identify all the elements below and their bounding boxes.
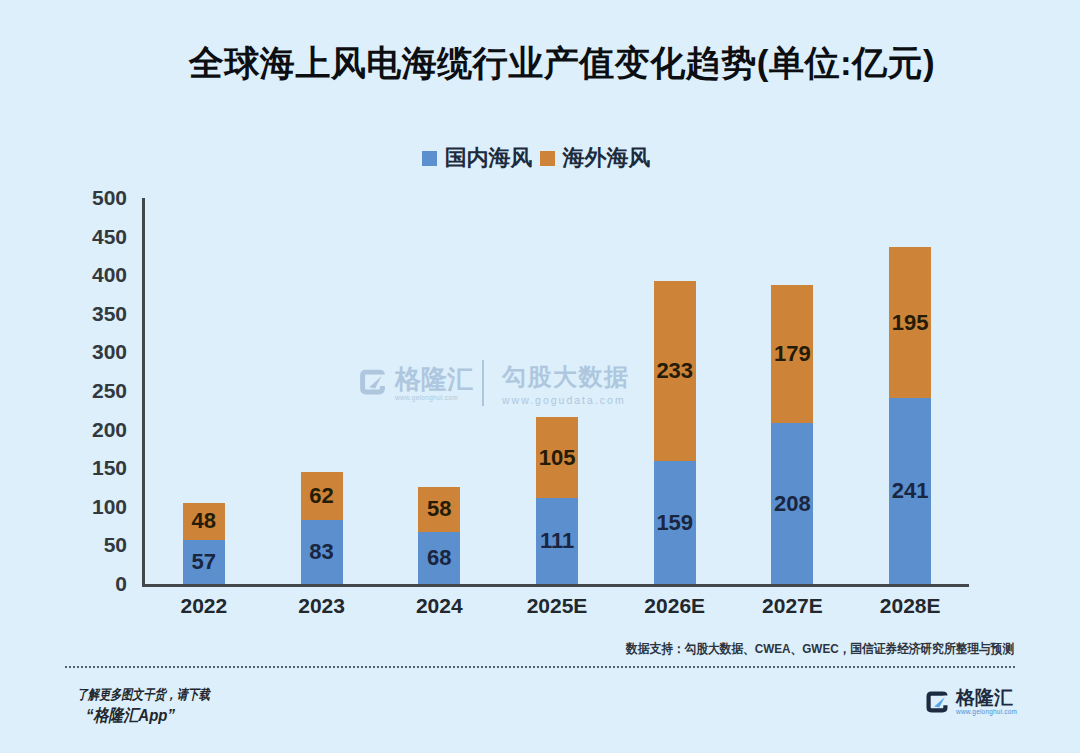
bar-segment: 241 [889, 398, 931, 584]
legend-swatch-overseas-icon [540, 151, 555, 166]
gelonghui-logo-icon [356, 362, 389, 402]
bar-segment: 62 [301, 472, 343, 520]
x-axis-label: 2025E [498, 594, 616, 618]
gelonghui-logo-icon [923, 688, 951, 716]
legend-item-overseas: 海外海风 [540, 143, 651, 173]
footer-brand-name: 格隆汇 [956, 688, 1017, 708]
footer-brand-url: www.gelonghui.com [956, 708, 1017, 715]
bar-segment: 68 [418, 532, 460, 584]
chart-title: 全球海上风电海缆行业产值变化趋势(单位:亿元) [22, 40, 1080, 87]
bar-segment: 159 [654, 461, 696, 584]
bar-segment: 48 [183, 503, 225, 540]
y-axis-label: 150 [92, 457, 127, 479]
data-source-note: 数据支持：勾股大数据、CWEA、GWEC，国信证券经济研究所整理与预测 [626, 640, 1014, 658]
y-axis-labels: 050100150200250300350400450500 [0, 198, 127, 584]
bar-group-2026E: 233159 [616, 198, 734, 584]
watermark: 格隆汇 www.gelonghui.com 勾股大数据 www.gogudata… [356, 357, 630, 406]
watermark-brand-url: www.gelonghui.com [395, 394, 473, 401]
x-axis-label: 2023 [263, 594, 381, 618]
x-axis-label: 2028E [851, 594, 969, 618]
y-axis-label: 100 [92, 496, 127, 518]
y-axis-label: 350 [92, 303, 127, 325]
y-axis-label: 50 [104, 534, 127, 556]
y-axis-label: 250 [92, 380, 127, 402]
legend-label-overseas: 海外海风 [563, 143, 651, 173]
x-axis-label: 2022 [145, 594, 263, 618]
bar-segment: 233 [654, 281, 696, 461]
bar-segment: 195 [889, 247, 931, 398]
bar-group-2028E: 195241 [851, 198, 969, 584]
y-axis-label: 200 [92, 419, 127, 441]
watermark-divider [482, 360, 484, 406]
x-axis-label: 2026E [616, 594, 734, 618]
footer-logo: 格隆汇 www.gelonghui.com [923, 688, 1017, 716]
y-axis-label: 500 [92, 187, 127, 209]
footer-divider [65, 666, 1015, 668]
bar-segment: 57 [183, 540, 225, 584]
bar-segment: 179 [771, 285, 813, 423]
watermark-product: 勾股大数据 [502, 363, 630, 391]
chart-legend: 国内海风 海外海风 [0, 143, 1076, 173]
x-axis-label: 2024 [380, 594, 498, 618]
y-axis-label: 300 [92, 341, 127, 363]
promo-text: 了解更多图文干货，请下载 [77, 686, 210, 704]
promo-app-name: “格隆汇App” [86, 704, 175, 727]
y-axis-label: 0 [115, 573, 127, 595]
legend-item-domestic: 国内海风 [422, 143, 533, 173]
bar-group-2022: 4857 [145, 198, 263, 584]
bar-segment: 58 [418, 487, 460, 532]
legend-swatch-domestic-icon [422, 151, 437, 166]
watermark-product-url: www.gogudata.com [502, 394, 630, 406]
x-axis-labels: 2022202320242025E2026E2027E2028E [145, 594, 969, 618]
bar-segment: 83 [301, 520, 343, 584]
bar-segment: 105 [536, 417, 578, 498]
watermark-brand: 格隆汇 [395, 365, 473, 393]
legend-label-domestic: 国内海风 [445, 143, 533, 173]
y-axis-label: 400 [92, 264, 127, 286]
y-axis-label: 450 [92, 226, 127, 248]
bar-group-2027E: 179208 [734, 198, 852, 584]
bar-segment: 111 [536, 498, 578, 584]
bar-segment: 208 [771, 423, 813, 584]
x-axis-label: 2027E [734, 594, 852, 618]
